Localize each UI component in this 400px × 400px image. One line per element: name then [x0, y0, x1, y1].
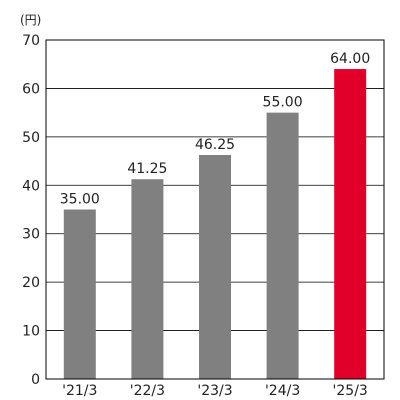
bar-value-label: 55.00: [263, 95, 303, 111]
y-tick-label: 60: [22, 81, 40, 97]
y-axis-ticks: 0 10 20 30 40 50 60 70: [22, 33, 40, 388]
y-tick-label: 20: [22, 275, 40, 291]
bar-4: [334, 69, 367, 380]
x-category-label: '22/3: [130, 383, 165, 399]
y-tick-label: 50: [22, 130, 40, 146]
x-category-label: '23/3: [197, 383, 232, 399]
bar-0: [63, 209, 96, 379]
bar-value-label: 46.25: [195, 137, 235, 153]
y-axis-unit-label: (円): [20, 13, 41, 27]
x-category-label: '24/3: [265, 383, 300, 399]
bar-value-label: 64.00: [330, 51, 370, 67]
plot-frame: [45, 39, 385, 380]
data-labels: 35.00 41.25 46.25 55.00 64.00: [60, 51, 370, 207]
bar-value-label: 35.00: [60, 192, 100, 208]
bar-value-label: 41.25: [127, 161, 167, 177]
y-tick-label: 30: [22, 227, 40, 243]
x-axis-categories: '21/3 '22/3 '23/3 '24/3 '25/3: [62, 383, 368, 399]
bar-3: [266, 112, 299, 380]
y-tick-label: 10: [22, 324, 40, 340]
bar-1: [131, 179, 164, 379]
x-category-label: '25/3: [333, 383, 368, 399]
x-category-label: '21/3: [62, 383, 97, 399]
y-tick-label: 70: [22, 33, 40, 49]
y-tick-label: 40: [22, 178, 40, 194]
y-tick-label: 0: [31, 372, 40, 388]
bar-2: [199, 155, 231, 379]
bars: [63, 69, 367, 380]
